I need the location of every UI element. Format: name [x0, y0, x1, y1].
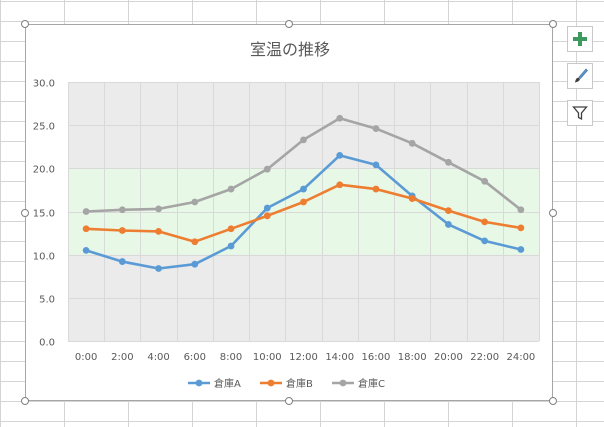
data-point[interactable]: [408, 195, 416, 202]
data-point[interactable]: [336, 151, 344, 159]
data-point[interactable]: [263, 204, 271, 212]
data-point[interactable]: [118, 206, 126, 214]
data-point[interactable]: [372, 125, 380, 133]
y-tick-label: 5.0: [39, 295, 55, 306]
brush-icon: [575, 68, 588, 83]
x-tick-label: 0:00: [75, 352, 97, 363]
data-point[interactable]: [191, 198, 199, 206]
data-point[interactable]: [445, 221, 452, 228]
x-tick-label: 12:00: [289, 352, 318, 363]
data-point[interactable]: [227, 242, 235, 250]
legend-label: 倉庫C: [358, 377, 385, 390]
legend-item[interactable]: 倉庫C: [332, 377, 385, 390]
data-point[interactable]: [300, 136, 307, 144]
resize-handle[interactable]: [21, 209, 29, 217]
plot-area[interactable]: 0.0 5.0 10.0 15.0 20.0 25.0 30.0 0:00 2:00 4:00 6:…: [33, 79, 540, 364]
legend-marker: [195, 379, 203, 387]
y-tick-label: 25.0: [33, 122, 55, 133]
data-point[interactable]: [408, 139, 416, 147]
resize-handle[interactable]: [21, 397, 29, 405]
data-point[interactable]: [336, 181, 344, 189]
data-point[interactable]: [445, 207, 452, 215]
filter-icon: [572, 106, 588, 121]
resize-handle[interactable]: [549, 397, 557, 405]
line-chart: 室温の推移 0.0 5.0 10.0 15.0 20.0 25.0 30.0 0:00 2:00…: [33, 40, 540, 390]
x-tick-label: 20:00: [434, 352, 463, 363]
resize-handle[interactable]: [285, 20, 293, 28]
data-point[interactable]: [336, 114, 344, 122]
data-point[interactable]: [300, 185, 307, 193]
legend-label: 倉庫A: [214, 377, 241, 390]
y-tick-label: 0.0: [39, 338, 55, 349]
data-point[interactable]: [481, 237, 489, 245]
x-tick-label: 4:00: [147, 352, 169, 363]
data-point[interactable]: [82, 246, 90, 254]
data-point[interactable]: [445, 158, 452, 166]
y-tick-label: 15.0: [33, 209, 55, 220]
data-point[interactable]: [191, 260, 199, 268]
data-point[interactable]: [227, 225, 235, 233]
legend-marker: [339, 379, 347, 387]
data-point[interactable]: [372, 185, 380, 193]
x-tick-label: 18:00: [398, 352, 427, 363]
x-tick-label: 10:00: [253, 352, 282, 363]
chart-title[interactable]: 室温の推移: [250, 40, 330, 59]
data-point[interactable]: [263, 165, 271, 173]
data-point[interactable]: [155, 227, 162, 235]
legend[interactable]: 倉庫A 倉庫B 倉庫C: [188, 377, 385, 390]
x-tick-label: 14:00: [325, 352, 354, 363]
data-point[interactable]: [517, 206, 525, 214]
data-point[interactable]: [481, 177, 489, 185]
x-tick-label: 16:00: [362, 352, 391, 363]
resize-handle[interactable]: [285, 397, 293, 405]
data-point[interactable]: [118, 227, 126, 234]
chart-elements-button[interactable]: [567, 26, 593, 52]
resize-handle[interactable]: [549, 20, 557, 28]
data-point[interactable]: [300, 198, 307, 206]
data-point[interactable]: [263, 212, 271, 220]
chart-filters-button[interactable]: [567, 100, 593, 126]
data-point[interactable]: [82, 225, 90, 233]
data-point[interactable]: [191, 238, 199, 246]
x-tick-label: 6:00: [184, 352, 206, 363]
data-point[interactable]: [517, 246, 525, 253]
legend-item[interactable]: 倉庫A: [188, 377, 241, 390]
legend-item[interactable]: 倉庫B: [260, 377, 313, 390]
plus-icon: [573, 32, 587, 46]
data-point[interactable]: [372, 161, 380, 169]
comfort-band: [68, 168, 539, 255]
data-point[interactable]: [155, 205, 162, 213]
y-tick-label: 10.0: [33, 252, 55, 263]
data-point[interactable]: [227, 185, 235, 193]
resize-handle[interactable]: [549, 209, 557, 217]
data-point[interactable]: [118, 258, 126, 265]
legend-label: 倉庫B: [286, 377, 313, 390]
x-tick-label: 24:00: [506, 352, 535, 363]
y-tick-label: 30.0: [33, 79, 55, 90]
x-tick-label: 8:00: [220, 352, 242, 363]
chart-styles-button[interactable]: [567, 63, 593, 89]
x-tick-label: 22:00: [470, 352, 499, 363]
legend-marker: [267, 379, 275, 387]
data-point[interactable]: [82, 208, 90, 215]
x-tick-label: 2:00: [111, 352, 133, 363]
chart-area[interactable]: 室温の推移 0.0 5.0 10.0 15.0 20.0 25.0 30.0 0:00 2:00…: [25, 24, 553, 401]
data-point[interactable]: [481, 218, 489, 226]
resize-handle[interactable]: [21, 20, 29, 28]
y-tick-label: 20.0: [33, 165, 55, 176]
data-point[interactable]: [155, 265, 162, 272]
data-point[interactable]: [517, 224, 525, 232]
